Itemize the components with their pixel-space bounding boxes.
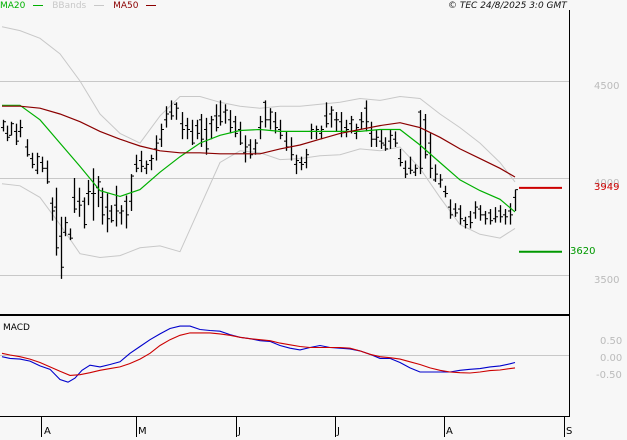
price-axis-label-4000: 4000	[594, 178, 620, 189]
macd-axis-label-pos: 0.50	[600, 336, 623, 347]
copyright-timestamp: © TEC 24/8/2025 3:0 GMT	[448, 1, 567, 11]
x-axis-month-aug: A	[446, 426, 453, 437]
chart-frame	[0, 10, 570, 417]
macd-axis-label-neg: -0.50	[596, 370, 622, 381]
legend-bbands-label: BBands	[52, 1, 87, 11]
support-level-label: 3620	[570, 246, 596, 257]
legend-ma50: MA50	[113, 0, 157, 12]
bollinger-bands	[1, 26, 516, 259]
legend-ma20-label: MA20	[0, 1, 26, 11]
x-axis-ticks	[41, 416, 565, 437]
legend-ma20: MA20	[0, 0, 44, 12]
legend-ma50-label: MA50	[113, 1, 139, 11]
chart-legend: MA20 BBands MA50	[0, 0, 162, 12]
x-axis-month-may: M	[138, 426, 147, 437]
price-axis-label-4500: 4500	[594, 81, 620, 92]
macd-axis-label-zero: 0.00	[600, 353, 623, 364]
x-axis-month-jul: J	[337, 426, 340, 437]
resistance-level-label: 3949	[594, 182, 620, 193]
moving-averages	[2, 104, 516, 213]
x-axis-month-jun: J	[238, 426, 241, 437]
price-gridlines	[0, 81, 569, 276]
x-axis-month-apr: A	[44, 426, 51, 437]
x-axis-month-sep: S	[566, 426, 573, 437]
macd-lines	[1, 325, 516, 383]
legend-bbands: BBands	[52, 0, 105, 12]
macd-panel-title: MACD	[3, 323, 30, 333]
support-resistance-levels	[519, 186, 562, 253]
price-axis-label-3500: 3500	[594, 275, 620, 286]
